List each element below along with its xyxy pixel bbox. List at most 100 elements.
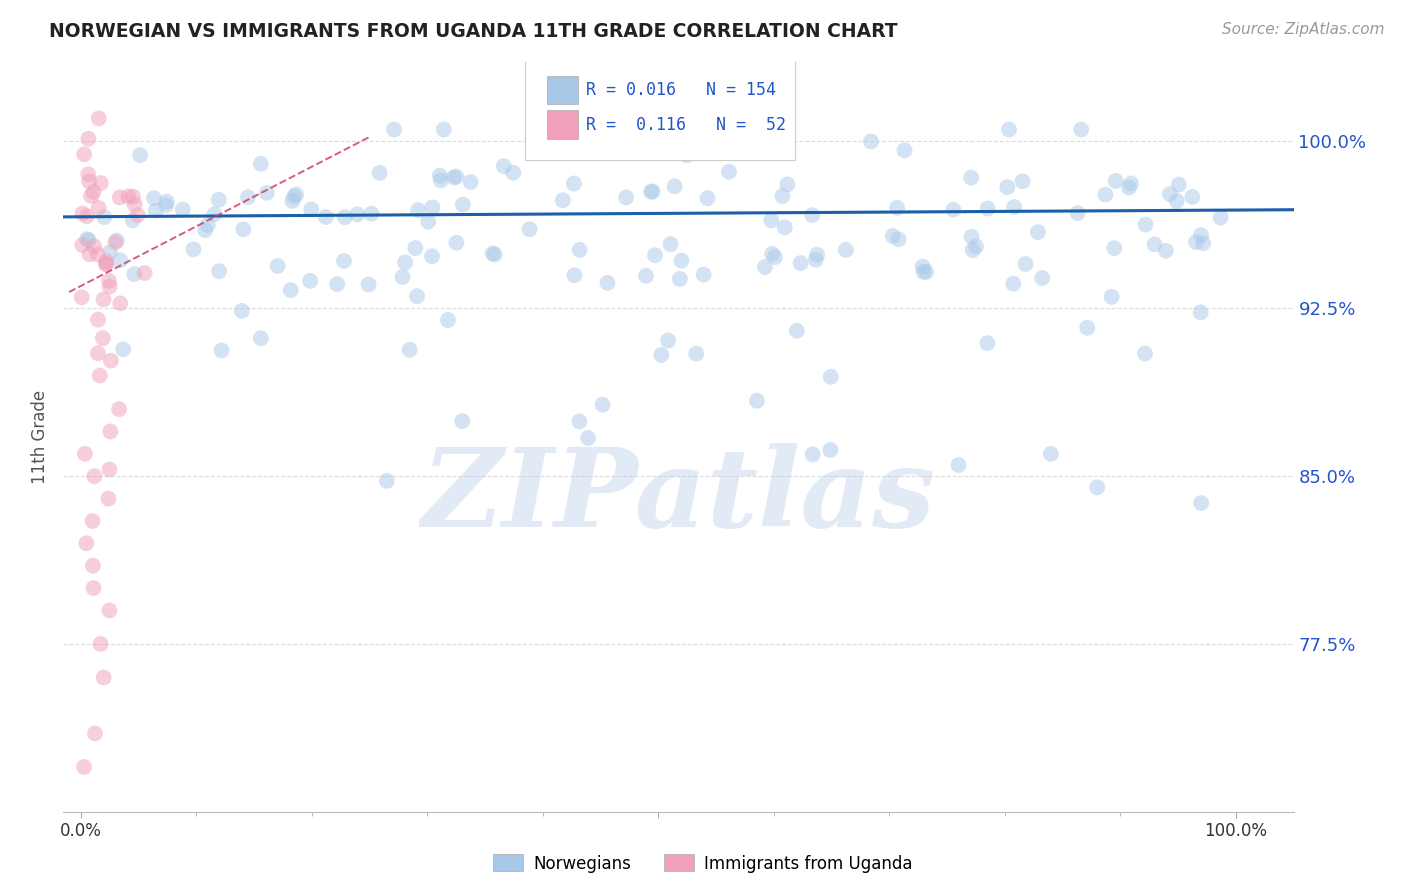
Point bbox=[664, 179, 686, 194]
Point bbox=[1159, 187, 1181, 202]
Point bbox=[87, 312, 110, 326]
Point bbox=[98, 603, 121, 617]
Point bbox=[1118, 180, 1140, 194]
Point bbox=[172, 202, 194, 217]
Point bbox=[995, 180, 1018, 194]
Point bbox=[882, 229, 904, 244]
Point bbox=[460, 175, 482, 189]
Point bbox=[87, 112, 110, 126]
Point bbox=[91, 331, 114, 345]
Point bbox=[692, 268, 714, 282]
Point bbox=[685, 346, 707, 360]
Point bbox=[443, 170, 465, 185]
Point bbox=[357, 277, 380, 292]
Point bbox=[976, 202, 998, 216]
Point bbox=[280, 283, 302, 297]
Point bbox=[804, 252, 827, 267]
Point bbox=[394, 255, 416, 269]
Point bbox=[143, 191, 166, 205]
Point bbox=[669, 272, 692, 286]
Point bbox=[281, 194, 304, 208]
Point bbox=[204, 207, 226, 221]
Point bbox=[1105, 174, 1128, 188]
Point bbox=[94, 257, 117, 271]
Point bbox=[1085, 480, 1108, 494]
Point bbox=[93, 671, 115, 685]
Point bbox=[108, 190, 131, 204]
Point bbox=[1039, 447, 1062, 461]
Point bbox=[820, 442, 842, 457]
Bar bbox=[547, 76, 578, 104]
Point bbox=[422, 201, 444, 215]
Point bbox=[696, 191, 718, 205]
Point bbox=[659, 237, 682, 252]
Point bbox=[446, 235, 468, 250]
Point bbox=[1166, 194, 1188, 208]
Point bbox=[657, 334, 679, 348]
Point bbox=[73, 760, 96, 774]
Point bbox=[1101, 290, 1123, 304]
Point bbox=[640, 185, 662, 199]
Point bbox=[77, 233, 100, 247]
Point bbox=[93, 293, 115, 307]
Point bbox=[231, 303, 253, 318]
Point bbox=[773, 220, 796, 235]
Point bbox=[887, 232, 910, 246]
Point bbox=[576, 431, 599, 445]
Point bbox=[1076, 320, 1098, 334]
Point bbox=[806, 248, 828, 262]
Point bbox=[72, 206, 94, 220]
Point bbox=[551, 193, 574, 207]
Point bbox=[83, 239, 105, 253]
Point bbox=[398, 343, 420, 357]
Point bbox=[197, 218, 219, 232]
Point bbox=[820, 369, 842, 384]
Point bbox=[564, 268, 586, 283]
Point bbox=[100, 353, 122, 368]
Point bbox=[1209, 211, 1232, 225]
Text: Source: ZipAtlas.com: Source: ZipAtlas.com bbox=[1222, 22, 1385, 37]
Text: ZIPatlas: ZIPatlas bbox=[422, 443, 935, 550]
Point bbox=[1143, 237, 1166, 252]
Point bbox=[519, 222, 541, 236]
Text: R = 0.016   N = 154: R = 0.016 N = 154 bbox=[586, 81, 776, 99]
Point bbox=[82, 185, 104, 199]
Point bbox=[75, 536, 97, 550]
Point bbox=[893, 144, 915, 158]
Point bbox=[429, 173, 451, 187]
Point bbox=[96, 254, 118, 268]
Point bbox=[596, 276, 619, 290]
Point bbox=[79, 247, 101, 261]
Point bbox=[110, 296, 132, 310]
Point bbox=[1133, 346, 1156, 360]
Point bbox=[76, 232, 98, 246]
Point bbox=[98, 462, 121, 476]
Point bbox=[1002, 200, 1025, 214]
Point bbox=[333, 254, 356, 268]
Point bbox=[1189, 305, 1212, 319]
Point bbox=[266, 259, 288, 273]
Point bbox=[73, 447, 96, 461]
Point bbox=[960, 170, 983, 185]
Point bbox=[404, 241, 426, 255]
Point bbox=[962, 243, 984, 257]
Point bbox=[89, 368, 111, 383]
Point bbox=[761, 247, 783, 261]
Point bbox=[754, 260, 776, 274]
Point bbox=[1185, 235, 1208, 249]
Point bbox=[484, 247, 506, 261]
Point bbox=[375, 474, 398, 488]
Point bbox=[134, 266, 156, 280]
Point bbox=[124, 197, 146, 211]
Point bbox=[100, 425, 122, 439]
Point bbox=[1070, 122, 1092, 136]
Point bbox=[97, 491, 120, 506]
Point bbox=[368, 166, 391, 180]
Point bbox=[789, 256, 811, 270]
Text: R =  0.116   N =  52: R = 0.116 N = 52 bbox=[586, 116, 786, 134]
Point bbox=[444, 169, 467, 184]
Point bbox=[211, 343, 233, 358]
Point bbox=[87, 201, 110, 215]
Point bbox=[859, 135, 882, 149]
Point bbox=[644, 248, 666, 262]
